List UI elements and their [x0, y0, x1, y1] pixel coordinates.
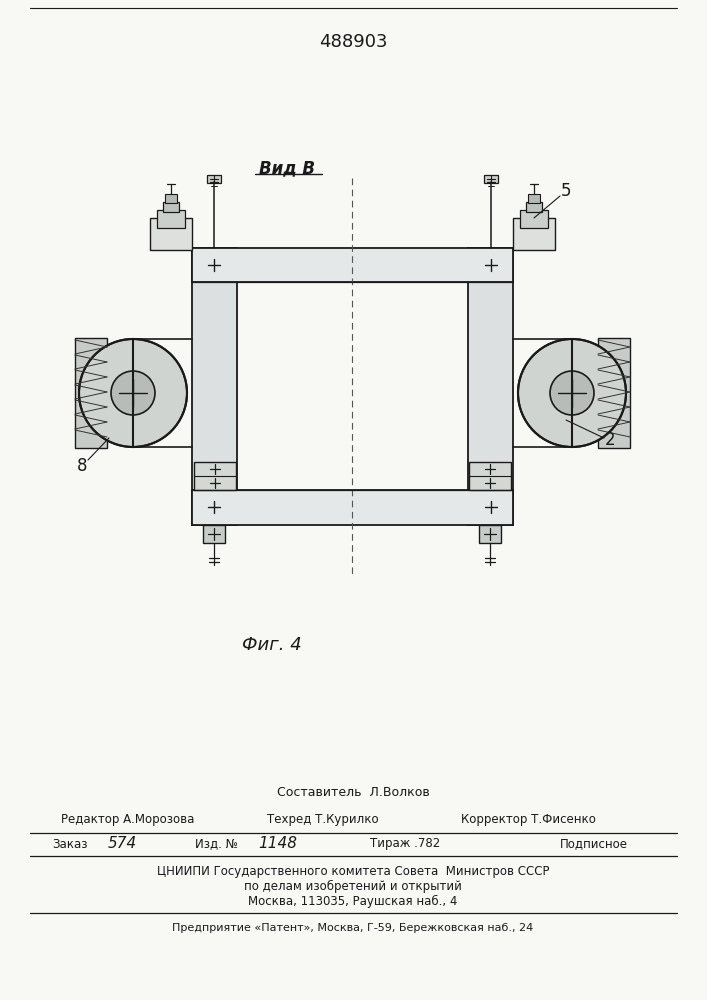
Text: 8: 8: [77, 457, 87, 475]
Text: 5: 5: [561, 182, 571, 200]
Bar: [163, 202, 179, 212]
Bar: [598, 338, 630, 448]
Bar: [528, 194, 540, 203]
Bar: [207, 175, 221, 183]
Circle shape: [79, 339, 187, 447]
Bar: [194, 462, 236, 490]
Circle shape: [111, 371, 155, 415]
Bar: [165, 194, 177, 203]
Bar: [150, 218, 192, 250]
Text: Редактор А.Морозова: Редактор А.Морозова: [62, 814, 194, 826]
Bar: [484, 175, 498, 183]
Circle shape: [550, 371, 594, 415]
Text: Предприятие «Патент», Москва, Г-59, Бережковская наб., 24: Предприятие «Патент», Москва, Г-59, Бере…: [173, 923, 534, 933]
Text: 574: 574: [108, 836, 137, 852]
Text: Вид В: Вид В: [259, 159, 315, 177]
Bar: [157, 210, 185, 228]
Bar: [479, 525, 501, 543]
Text: Подписное: Подписное: [560, 838, 628, 850]
Bar: [513, 218, 555, 250]
Bar: [192, 248, 237, 525]
Bar: [469, 462, 511, 490]
Bar: [520, 210, 548, 228]
Text: Корректор Т.Фисенко: Корректор Т.Фисенко: [460, 814, 595, 826]
Bar: [203, 525, 225, 543]
Text: Фиг. 4: Фиг. 4: [242, 636, 302, 654]
Text: 1148: 1148: [258, 836, 297, 852]
Text: Техред Т.Курилко: Техред Т.Курилко: [267, 814, 379, 826]
Bar: [468, 248, 513, 525]
Text: Составитель  Л.Волков: Составитель Л.Волков: [276, 786, 429, 800]
Text: Заказ: Заказ: [52, 838, 88, 850]
Text: по делам изобретений и открытий: по делам изобретений и открытий: [244, 879, 462, 893]
Text: 488903: 488903: [319, 33, 387, 51]
Bar: [75, 338, 107, 448]
Bar: [192, 248, 513, 282]
Circle shape: [518, 339, 626, 447]
Text: Москва, 113035, Раушская наб., 4: Москва, 113035, Раушская наб., 4: [248, 894, 457, 908]
Text: ЦНИИПИ Государственного комитета Совета  Министров СССР: ЦНИИПИ Государственного комитета Совета …: [157, 864, 549, 878]
Text: Изд. №: Изд. №: [195, 838, 238, 850]
Bar: [526, 202, 542, 212]
Bar: [192, 490, 513, 525]
Text: 2: 2: [604, 431, 615, 449]
Text: Тираж .782: Тираж .782: [370, 838, 440, 850]
